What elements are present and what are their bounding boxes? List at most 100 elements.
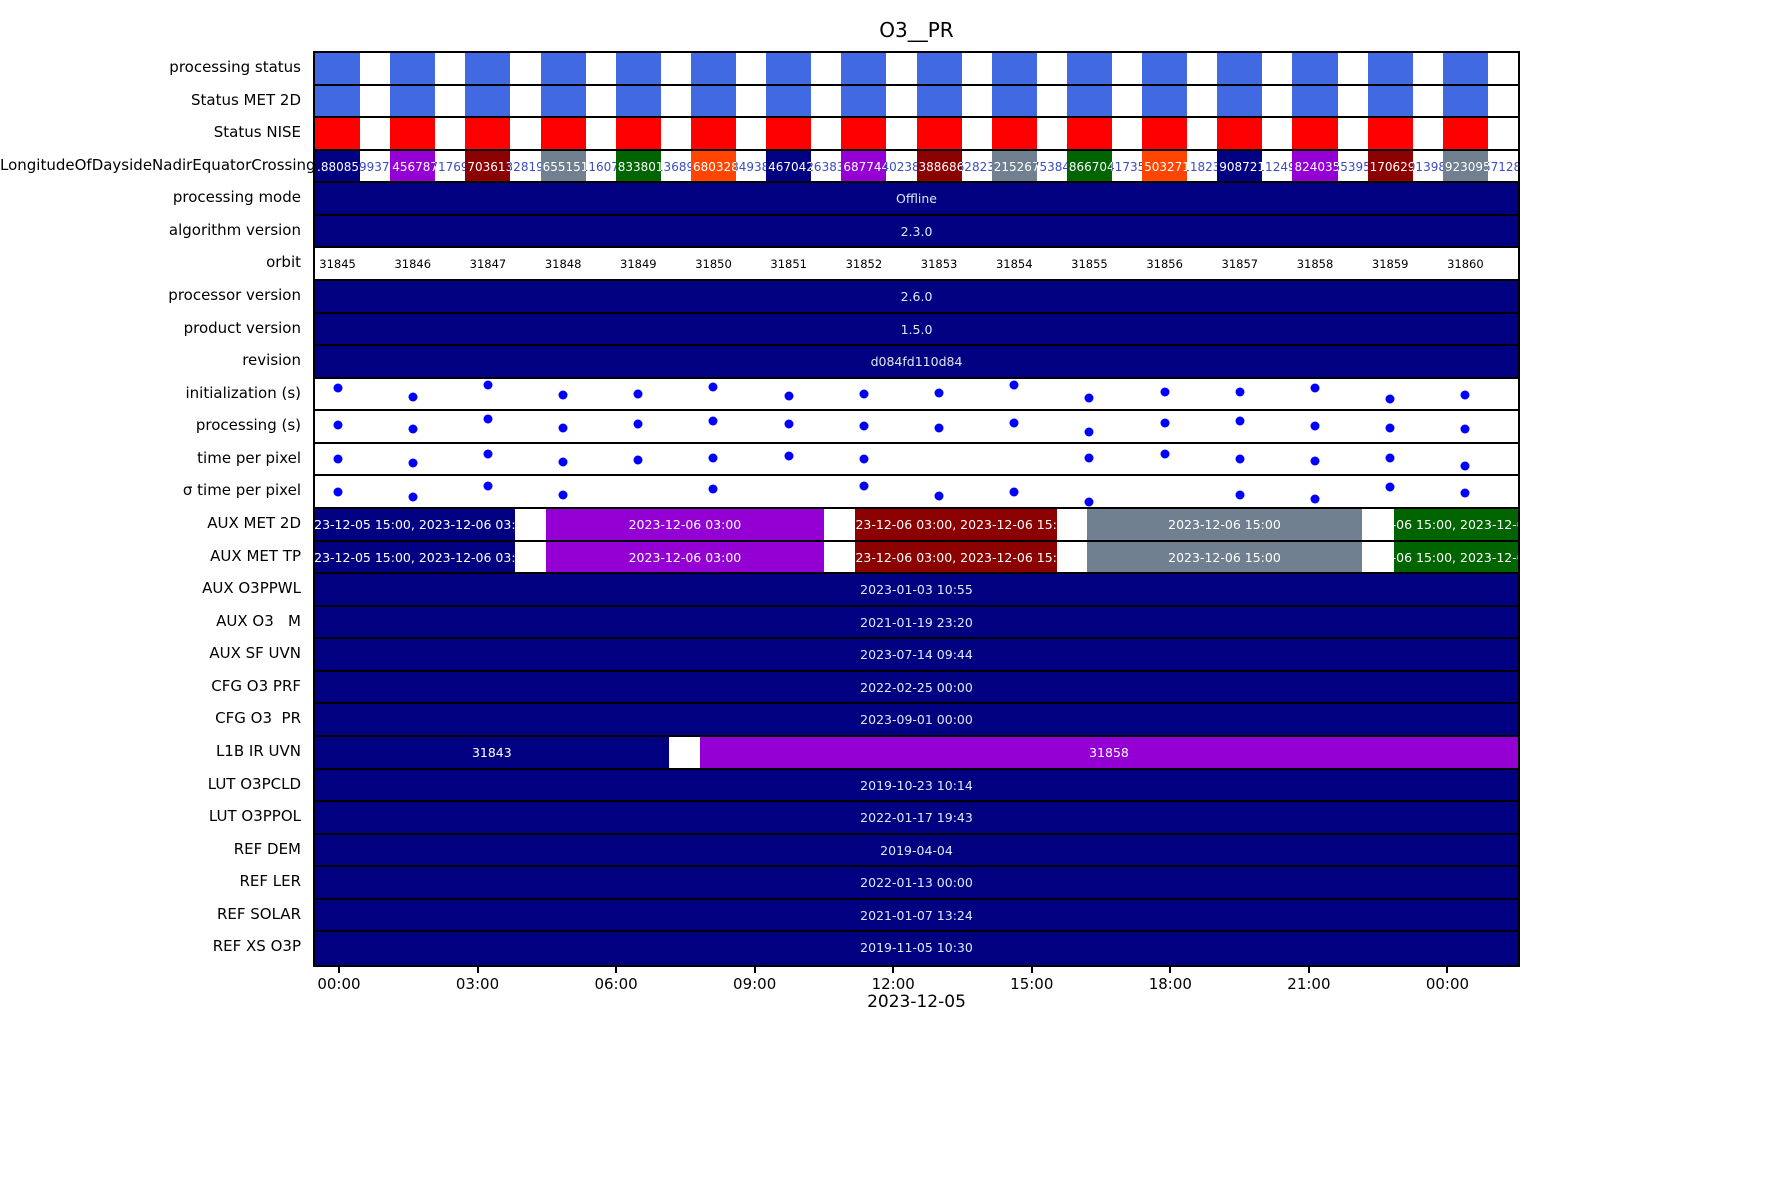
row-labels-column: processing status Status MET 2D Status NIS…	[0, 51, 316, 963]
crossing-slot: 3886862823538868628235	[916, 150, 1002, 182]
row-ref-solar: 2021-01-07 13:24	[315, 899, 1518, 933]
row-label-revision: revision	[242, 351, 301, 370]
data-point	[1310, 421, 1320, 431]
row-label-ref-ler: REF LER	[239, 872, 301, 891]
crossing-slot: 8240355395482403553954	[1292, 150, 1378, 182]
crossing-slot: 2152675384621526753846	[991, 150, 1078, 182]
data-point	[558, 490, 568, 500]
data-point	[483, 414, 493, 424]
status-segment	[766, 85, 812, 117]
row-aux-met-2d: 2023-12-05 15:00, 2023-12-06 03:00 2023-1…	[315, 509, 1518, 542]
status-segment	[1292, 53, 1338, 84]
orbit-number: 31854	[995, 257, 1033, 272]
orbit-number: 31858	[1296, 257, 1334, 272]
x-tick	[1307, 967, 1310, 973]
status-segment	[1367, 118, 1413, 149]
row-cfg-o3-prf: 2022-02-25 00:00	[315, 671, 1518, 705]
data-point	[1084, 497, 1094, 507]
row-processor-version: 2.6.0	[315, 281, 1518, 314]
crossing-slot: 8338013689383380136893	[615, 150, 702, 182]
crossing-segment: 86670417359	[1066, 150, 1112, 182]
crossing-segment: 38868628235	[916, 150, 962, 182]
crossing-value: 68032849383	[692, 159, 736, 174]
data-point	[708, 453, 718, 463]
segment-label: 2023-12-06 03:00, 2023-12-06 15:00	[855, 517, 1057, 532]
data-point	[784, 419, 794, 429]
data-point	[784, 451, 794, 461]
row-ref-xs-o3p: 2019-11-05 10:30	[315, 932, 1518, 965]
row-label-processor-version: processor version	[168, 286, 301, 304]
data-point	[1235, 416, 1245, 426]
row-label-time-per-pixel: time per pixel	[197, 448, 301, 467]
x-tick-label: 00:00	[317, 975, 361, 993]
x-tick	[1030, 967, 1033, 973]
data-point	[1310, 383, 1320, 393]
status-segment	[1442, 53, 1488, 84]
data-point	[1310, 456, 1320, 466]
row-label-aux-met-2d: AUX MET 2D	[207, 514, 301, 532]
row-l1b-ir-uvn: 31843 31858	[315, 737, 1518, 770]
timeline-segment: 2023-12-05 15:00, 2023-12-06 03:00	[315, 541, 515, 573]
timeline-segment: 2023-12-06 15:00	[1087, 541, 1362, 573]
status-segment	[465, 85, 511, 117]
row-label-product-version: product version	[183, 318, 301, 337]
row-label-time-per-pixel: σ time per pixel	[182, 481, 301, 500]
data-point	[483, 481, 493, 491]
status-segment	[315, 118, 361, 149]
data-point	[859, 481, 869, 491]
segment-label: 2023-12-06 03:00, 2023-12-06 15:00	[855, 549, 1057, 565]
row-value-text: 2021-01-07 13:24	[860, 907, 973, 923]
crossing-slot: 4670426383846704263838	[766, 150, 852, 182]
row-label-initialization-s: initialization (s)	[185, 383, 301, 402]
crossing-segment: 17062913984	[1367, 150, 1413, 182]
data-point	[859, 389, 869, 399]
data-point	[558, 423, 568, 433]
data-point	[859, 454, 869, 464]
data-point	[408, 492, 418, 502]
crossing-segment: 68774402386	[841, 150, 887, 182]
data-point	[708, 382, 718, 392]
status-segment	[465, 118, 511, 149]
row-value-text: Offline	[895, 191, 937, 207]
row-value-text: 2022-01-17 19:43	[860, 810, 973, 826]
x-tick	[1169, 967, 1172, 973]
crossing-value: 92309571283	[1444, 159, 1488, 174]
row-label-orbit: orbit	[266, 253, 301, 272]
crossing-segment: 45678717693	[390, 150, 436, 182]
segment-label: 2023-12-06 15:00	[1168, 517, 1281, 532]
data-point	[1160, 418, 1170, 428]
row-value-text: 2.6.0	[900, 289, 933, 304]
data-point	[1460, 424, 1470, 434]
status-segment	[766, 118, 812, 149]
row-value-text: 2021-01-19 23:20	[860, 614, 973, 630]
status-segment	[390, 53, 436, 84]
x-tick	[1446, 967, 1449, 973]
x-tick-label: 06:00	[594, 975, 638, 993]
row-revision: d084fd110d84	[315, 346, 1518, 379]
row-time-per-pixel	[315, 476, 1518, 509]
data-point	[1235, 490, 1245, 500]
crossing-value: 68774402386	[843, 159, 886, 174]
row-label-aux-sf-uvn: AUX SF UVN	[209, 644, 301, 663]
row-status-nise	[315, 118, 1518, 151]
row-label-processing-mode: processing mode	[172, 188, 301, 207]
orbit-number: 31845	[319, 257, 356, 272]
row-processing-mode: Offline	[315, 183, 1518, 216]
data-point	[408, 458, 418, 468]
data-point	[333, 454, 343, 463]
data-point	[708, 416, 718, 426]
data-point	[408, 392, 418, 402]
status-segment	[991, 118, 1037, 149]
x-tick	[337, 967, 340, 973]
status-segment	[315, 85, 361, 117]
data-point	[1460, 461, 1470, 471]
row-label-lut-o3pcld: LUT O3PCLD	[207, 774, 301, 793]
row-aux-met-tp: 2023-12-05 15:00, 2023-12-06 03:00 2023-1…	[315, 541, 1518, 575]
data-point	[1235, 454, 1245, 463]
orbit-number: 31849	[620, 257, 657, 272]
data-point	[934, 423, 944, 433]
status-segment	[1292, 118, 1338, 149]
chart-title: O3__PR	[879, 18, 954, 42]
row-aux-o3ppwl: 2023-01-03 10:55	[315, 574, 1518, 607]
row-value-text: 2023-09-01 00:00	[860, 712, 973, 728]
